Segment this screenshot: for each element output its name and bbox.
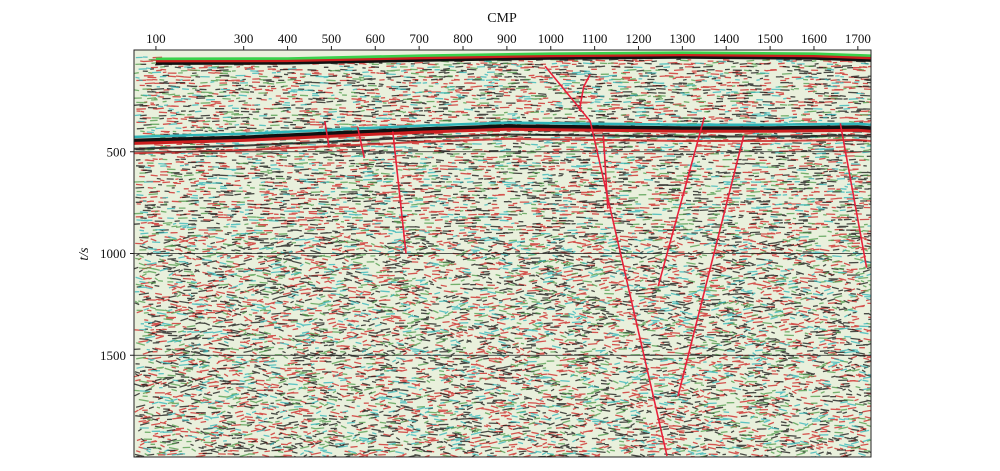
x-axis-title: CMP (487, 11, 517, 26)
x-tick-label: 1600 (801, 31, 827, 46)
y-gridlines (134, 151, 871, 356)
x-tick-label: 800 (453, 31, 473, 46)
fault-line (657, 116, 706, 287)
y-tick-label: 500 (107, 144, 127, 159)
x-tick-label: 1500 (757, 31, 783, 46)
x-tick-label: 700 (409, 31, 429, 46)
y-axis-ticks: 500 1000 1500 (100, 144, 134, 363)
seafloor-reflector-black (155, 56, 871, 65)
seafloor-reflector-green (155, 51, 871, 61)
x-tick-label: 1000 (538, 31, 564, 46)
x-tick-label: 100 (146, 31, 166, 46)
x-axis-ticks: 100 300 400 500 600 700 800 900 1000 1100 1200 1300… (146, 31, 871, 50)
fault-line (578, 74, 591, 112)
fault-line (677, 135, 745, 397)
fault-line (839, 123, 868, 268)
fault-line (392, 131, 407, 254)
x-tick-label: 600 (366, 31, 386, 46)
reflector-horizons (134, 51, 871, 155)
x-tick-label: 1300 (669, 31, 695, 46)
x-tick-label: 400 (278, 31, 298, 46)
sub-reflector-black (134, 133, 871, 150)
y-axis-title: t/s (77, 247, 92, 261)
fault-line (324, 121, 330, 148)
seismic-plot-area (133, 49, 872, 458)
x-tick-label: 500 (322, 31, 342, 46)
fault-lines (324, 65, 868, 457)
strong-reflector-black (134, 124, 871, 143)
fault-line (602, 135, 609, 209)
x-tick-label: 900 (497, 31, 517, 46)
x-tick-label: 1100 (582, 31, 608, 46)
x-tick-label: 300 (234, 31, 254, 46)
strong-reflector-cyan (134, 121, 871, 139)
sub-reflector-red (134, 137, 871, 155)
strong-reflector-red (134, 127, 871, 145)
seafloor-reflector-red (155, 53, 871, 64)
x-tick-label: 1400 (713, 31, 739, 46)
fault-line (544, 65, 668, 457)
x-tick-label: 1700 (845, 31, 871, 46)
x-tick-label: 1200 (625, 31, 651, 46)
y-tick-label: 1500 (100, 348, 126, 363)
y-tick-label: 1000 (100, 246, 126, 261)
fault-line (356, 127, 366, 159)
